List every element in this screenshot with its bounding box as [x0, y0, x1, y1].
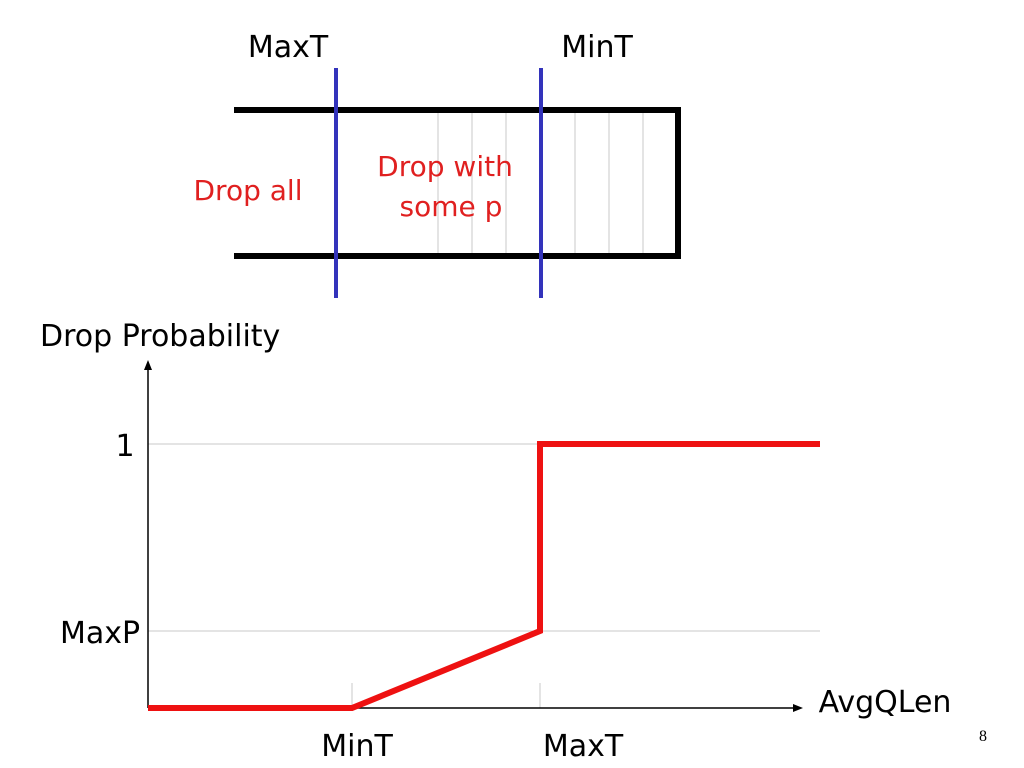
queue-diagram: MaxT MinT Drop all Drop with some p — [194, 30, 681, 298]
queue-outline — [234, 107, 681, 259]
drop-with-label-line1: Drop with — [377, 150, 513, 183]
x-tick-label-mint: MinT — [321, 729, 393, 764]
x-axis-arrow-icon — [793, 704, 803, 712]
drop-all-label: Drop all — [194, 174, 303, 207]
y-tick-label-maxp: MaxP — [60, 616, 140, 651]
queue-mint-label: MinT — [561, 30, 633, 65]
page-number: 8 — [979, 728, 987, 745]
y-tick-label-1: 1 — [115, 429, 134, 464]
y-axis-label: Drop Probability — [40, 319, 280, 354]
x-tick-label-maxt: MaxT — [543, 729, 624, 764]
drop-with-label-line2: some p — [400, 190, 503, 223]
x-axis-label: AvgQLen — [819, 685, 952, 720]
queue-maxt-label: MaxT — [248, 30, 329, 65]
y-axis-arrow-icon — [144, 360, 152, 370]
queue-cells — [437, 111, 644, 254]
drop-probability-line — [148, 441, 820, 711]
drop-probability-graph: Drop Probability 1 MaxP MinT MaxT AvgQLe… — [40, 319, 951, 764]
